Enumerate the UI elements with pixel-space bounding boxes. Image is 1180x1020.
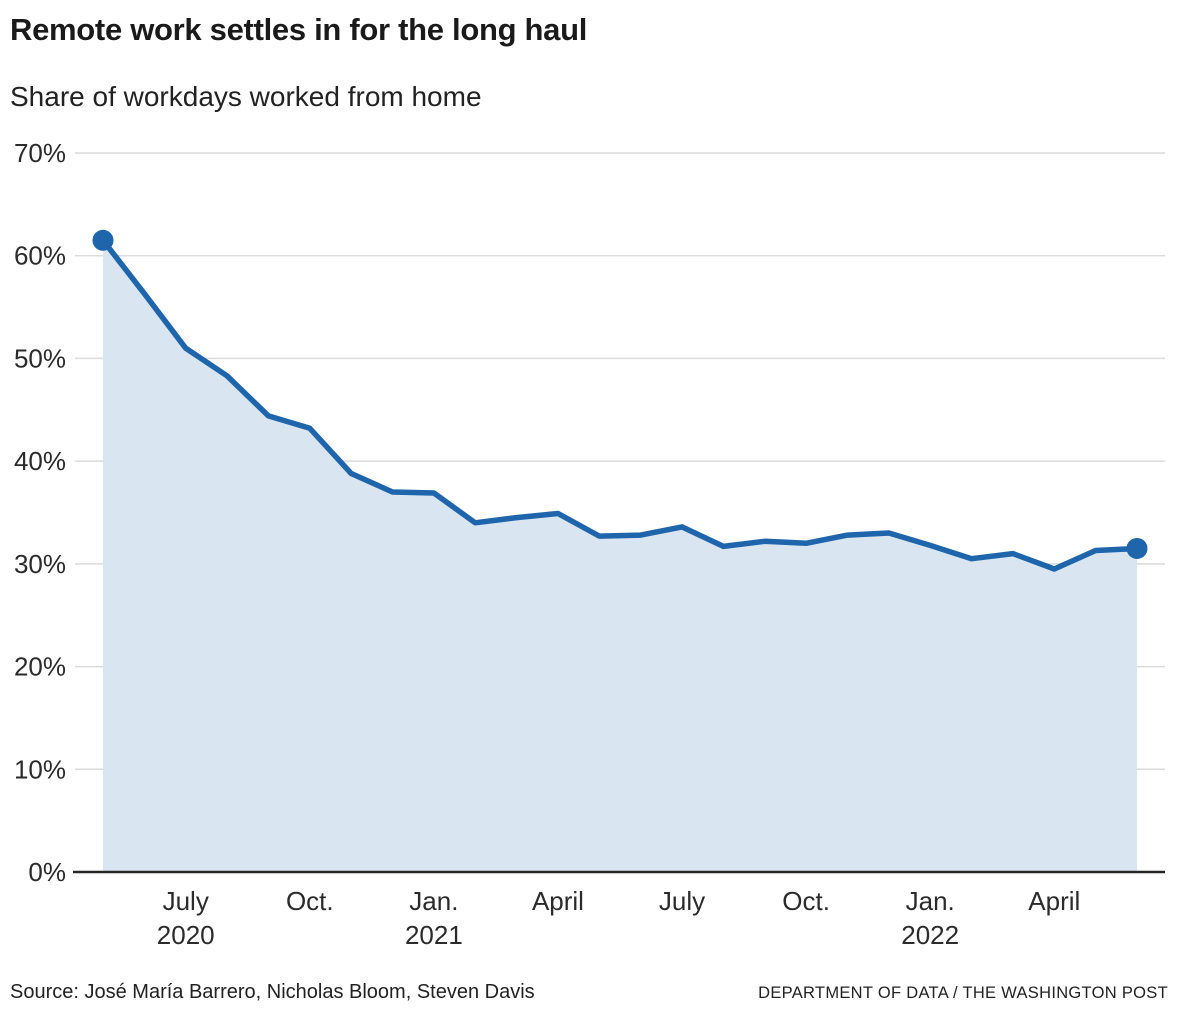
y-tick-label: 30% (14, 549, 66, 579)
start-point-marker (92, 229, 114, 251)
x-tick-label: Oct. (286, 886, 334, 916)
y-tick-label: 10% (14, 754, 66, 784)
x-tick-label: April (1028, 886, 1080, 916)
x-tick-year-label: 2021 (405, 920, 463, 950)
x-tick-label: Jan. (906, 886, 955, 916)
end-point-marker (1126, 537, 1148, 559)
credit-note: DEPARTMENT OF DATA / THE WASHINGTON POST (758, 984, 1168, 1002)
chart-subtitle: Share of workdays worked from home (10, 81, 482, 112)
y-tick-label: 0% (28, 857, 66, 887)
x-tick-label: July (163, 886, 209, 916)
x-tick-label: Jan. (409, 886, 458, 916)
area-fill (103, 240, 1137, 873)
source-note: Source: José María Barrero, Nicholas Blo… (10, 981, 535, 1003)
x-tick-label: Oct. (782, 886, 830, 916)
wfh-area-chart: 0% 10% 20% 30% 40% 50% 60% 70% July 2020 Oct. Jan. 2… (14, 138, 1165, 950)
x-tick-label: July (659, 886, 705, 916)
y-tick-label: 50% (14, 343, 66, 373)
trend-line (100, 237, 1140, 572)
y-tick-label: 20% (14, 652, 66, 682)
x-tick-year-label: 2022 (901, 920, 959, 950)
chart-title: Remote work settles in for the long haul (10, 12, 588, 47)
y-tick-label: 60% (14, 241, 66, 271)
x-tick-year-label: 2020 (157, 920, 215, 950)
y-tick-label: 40% (14, 446, 66, 476)
y-tick-label: 70% (14, 138, 66, 168)
x-tick-label: April (532, 886, 584, 916)
